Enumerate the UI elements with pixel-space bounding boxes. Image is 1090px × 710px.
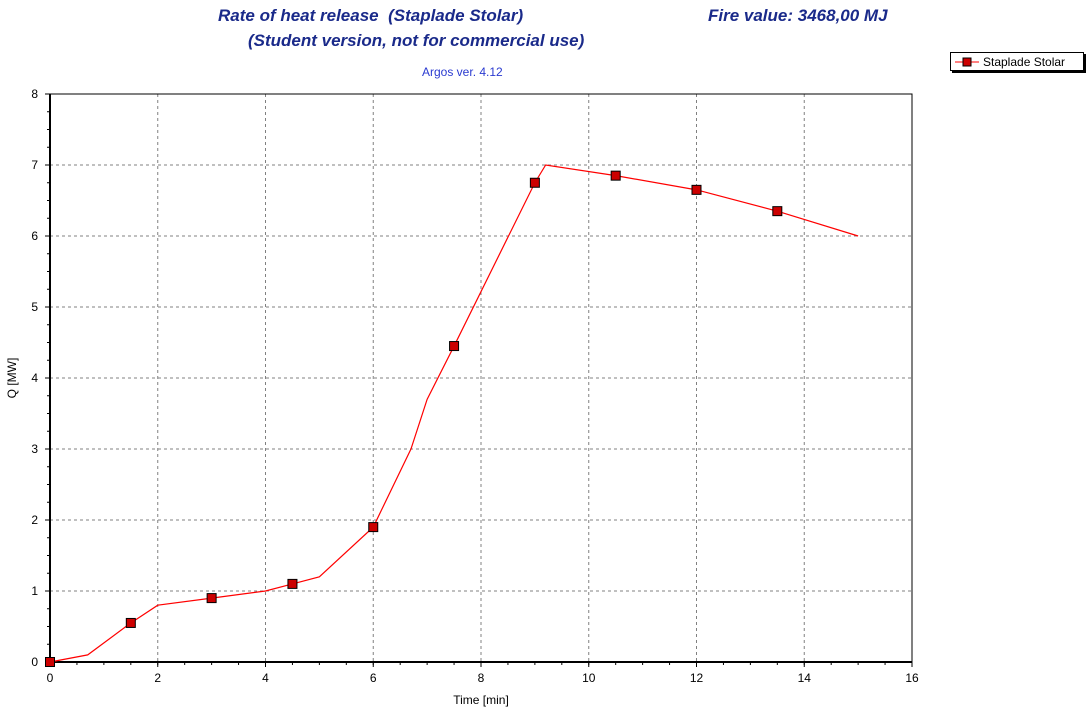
x-tick-label: 10 [582, 671, 596, 685]
x-tick-label: 6 [370, 671, 377, 685]
chart-title: Rate of heat release (Staplade Stolar) [218, 6, 524, 25]
y-tick-label: 1 [31, 584, 38, 598]
x-axis-label: Time [min] [453, 693, 509, 707]
x-tick-label: 0 [47, 671, 54, 685]
y-tick-label: 7 [31, 158, 38, 172]
data-point-marker [206, 593, 217, 604]
legend-marker-icon [955, 57, 979, 66]
data-point-marker [691, 184, 702, 195]
y-tick-label: 3 [31, 442, 38, 456]
series-layer [45, 164, 859, 667]
data-point-marker [529, 177, 540, 188]
x-tick-label: 4 [262, 671, 269, 685]
y-tick-label: 4 [31, 371, 38, 385]
y-tick-label: 5 [31, 300, 38, 314]
x-tick-label: 12 [690, 671, 704, 685]
chart-subtitle: (Student version, not for commercial use… [248, 31, 585, 50]
data-point-marker [772, 206, 783, 217]
x-tick-label: 16 [905, 671, 919, 685]
y-tick-label: 8 [31, 87, 38, 101]
y-tick-label: 2 [31, 513, 38, 527]
legend: Staplade Stolar [950, 52, 1084, 71]
data-point-marker [610, 170, 621, 181]
data-point-marker [45, 657, 55, 667]
grid [50, 94, 912, 662]
y-axis-label: Q [MW] [5, 358, 19, 399]
y-tick-label: 6 [31, 229, 38, 243]
legend-label: Staplade Stolar [983, 54, 1066, 69]
fire-value-label: Fire value: 3468,00 MJ [708, 6, 888, 25]
data-point-marker [287, 578, 298, 589]
x-tick-label: 14 [798, 671, 812, 685]
y-tick-label: 0 [31, 655, 38, 669]
data-point-marker [125, 617, 136, 628]
x-tick-label: 2 [154, 671, 161, 685]
series-line [49, 164, 859, 663]
data-point-marker [449, 341, 460, 352]
x-tick-label: 8 [478, 671, 485, 685]
version-label: Argos ver. 4.12 [422, 65, 503, 79]
data-point-marker [368, 522, 379, 533]
